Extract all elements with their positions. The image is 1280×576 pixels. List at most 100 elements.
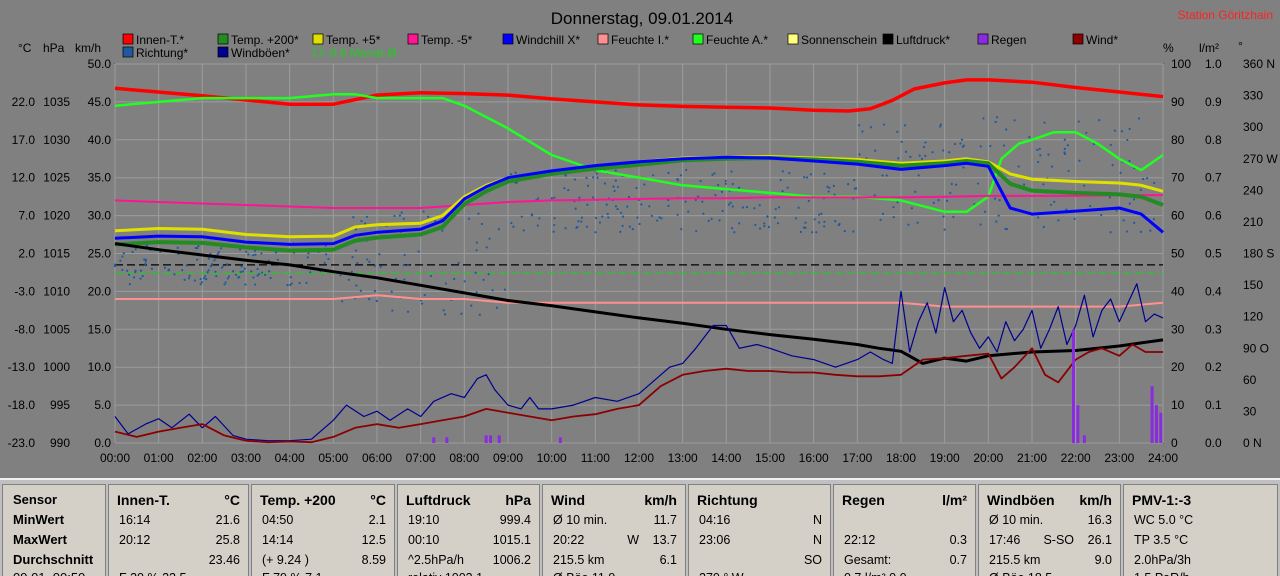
direction-point: [497, 228, 500, 231]
direction-point: [586, 203, 589, 206]
stats-time: 2.0hPa/3h: [1134, 553, 1191, 567]
direction-point: [240, 265, 243, 268]
direction-point: [1039, 154, 1042, 157]
wind-tick-label: 25.0: [88, 247, 112, 261]
direction-point: [603, 182, 606, 185]
direction-point: [621, 224, 624, 227]
direction-point: [258, 273, 261, 276]
stats-value: 6.1: [659, 553, 677, 567]
direction-point: [738, 222, 741, 225]
direction-point: [576, 225, 579, 229]
direction-point: [173, 273, 176, 276]
series-line: [114, 343, 1163, 444]
series-line: [114, 283, 1164, 442]
direction-point: [946, 199, 949, 203]
rain-bar: [1150, 386, 1154, 443]
direction-point: [309, 271, 312, 274]
stats-time: 19:10: [408, 513, 440, 527]
x-tick-label: 04:00: [275, 451, 305, 465]
stats-value: 1006.2: [492, 553, 531, 567]
direction-point: [731, 182, 734, 186]
x-tick-label: 01:00: [144, 451, 174, 465]
x-tick-label: 08:00: [449, 451, 479, 465]
direction-point: [131, 250, 134, 254]
direction-point: [216, 253, 219, 256]
direction-point: [373, 289, 376, 293]
direction-point: [635, 186, 638, 190]
direction-point: [614, 205, 618, 208]
x-tick-label: 19:00: [930, 451, 960, 465]
legend-label: Innen-T.*: [136, 33, 184, 47]
direction-point: [417, 250, 420, 253]
direction-point: [567, 188, 570, 192]
direction-point: [252, 254, 255, 257]
stats-time: 16:14: [119, 513, 151, 527]
direction-point: [578, 196, 581, 199]
x-tick-label: 20:00: [973, 451, 1003, 465]
direction-point: [799, 230, 802, 234]
direction-point: [327, 257, 330, 261]
direction-point: [185, 264, 188, 267]
direction-point: [393, 214, 396, 218]
direction-point: [231, 270, 235, 273]
direction-point: [378, 253, 381, 256]
direction-point: [394, 277, 397, 280]
rain-tick-label: 0.7: [1205, 171, 1222, 185]
legend-label: Temp. +5*: [326, 33, 381, 47]
hum-tick-label: 90: [1171, 95, 1185, 109]
rain-tick-label: 0.5: [1205, 247, 1222, 261]
direction-point: [139, 277, 142, 280]
stats-panel: Sensor MinWert MaxWert Durchschnitt 09.01. 0…: [0, 478, 1280, 576]
x-tick-label: 24:00: [1148, 451, 1178, 465]
stats-header: Temp. +200: [260, 492, 336, 508]
direction-point: [730, 170, 733, 173]
direction-point: [359, 289, 362, 292]
direction-point: [121, 268, 124, 272]
direction-point: [121, 255, 124, 258]
direction-point: [163, 266, 167, 269]
direction-point: [206, 271, 209, 274]
direction-point: [475, 241, 478, 244]
rain-bar: [558, 437, 562, 443]
direction-point: [194, 246, 197, 250]
row-label: Sensor: [13, 492, 58, 507]
x-tick-label: 11:00: [581, 451, 610, 465]
wind-tick-label: 15.0: [88, 322, 112, 336]
stats-header: Richtung: [697, 492, 758, 508]
direction-point: [522, 229, 525, 232]
dir-tick-label: 300: [1243, 120, 1263, 134]
direction-point: [537, 197, 540, 200]
dir-tick-label: 240: [1243, 183, 1263, 197]
direction-point: [879, 218, 882, 221]
wind-tick-label: 35.0: [88, 171, 112, 185]
direction-point: [188, 274, 191, 277]
direction-point: [795, 217, 798, 220]
direction-point: [250, 270, 253, 273]
stats-time: 215.5 km: [989, 553, 1041, 567]
direction-point: [553, 217, 556, 220]
direction-point: [402, 217, 405, 220]
direction-point: [402, 264, 405, 267]
dir-tick-label: 210: [1243, 215, 1263, 229]
direction-point: [213, 259, 216, 262]
stats-unit: km/h: [1079, 492, 1112, 508]
direction-point: [132, 276, 136, 279]
direction-point: [306, 256, 309, 259]
x-tick-label: 21:00: [1017, 451, 1047, 465]
direction-point: [896, 130, 899, 133]
direction-point: [1078, 159, 1081, 162]
rain-bar: [1082, 435, 1086, 443]
direction-point: [323, 261, 326, 264]
rain-tick-label: 0.6: [1205, 209, 1222, 223]
direction-point: [998, 199, 1001, 202]
direction-point: [960, 138, 964, 141]
direction-point: [373, 264, 376, 267]
direction-point: [577, 220, 580, 223]
direction-point: [687, 210, 690, 213]
direction-point: [354, 249, 358, 252]
dir-tick-label: 150: [1243, 278, 1263, 292]
stats-value: 13.7: [652, 533, 677, 547]
stats-value: 23.46: [208, 553, 240, 567]
direction-point: [1073, 217, 1076, 220]
